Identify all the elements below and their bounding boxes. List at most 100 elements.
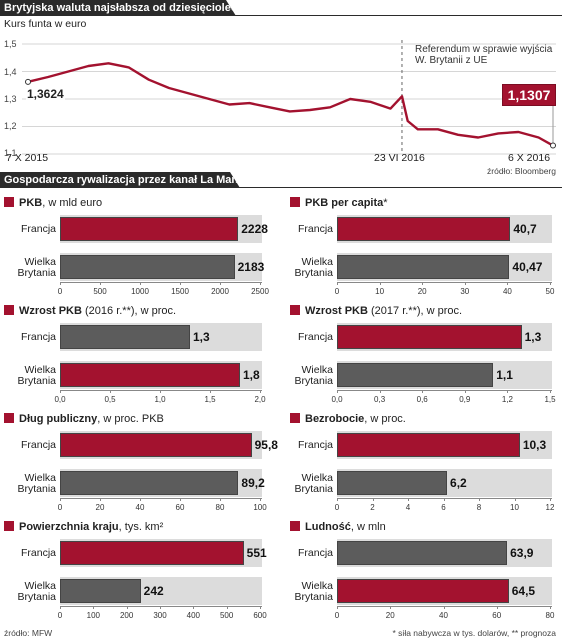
x-tick-label: 0 <box>334 503 340 512</box>
x-tick-mark <box>379 390 381 393</box>
series-point <box>208 98 211 100</box>
panel-marker-icon <box>290 413 300 423</box>
start-value-label: 1,3624 <box>26 87 65 101</box>
x-tick-mark <box>100 282 101 285</box>
source-bloomberg: źródło: Bloomberg <box>487 166 556 176</box>
x-tick-label: 0,3 <box>374 395 386 404</box>
exchange-rate-line-chart <box>22 40 556 155</box>
y-tick-label: 1,4 <box>4 67 17 77</box>
bar <box>337 325 522 349</box>
category-label: Francja <box>20 223 56 235</box>
x-tick-mark <box>140 282 141 285</box>
x-axis <box>337 282 552 283</box>
end-value-label: 1,1307 <box>502 84 556 106</box>
x-tick-label: 1000 <box>131 287 149 296</box>
panel-title: Bezrobocie, w proc. <box>290 413 406 425</box>
x-tick-mark <box>337 498 338 501</box>
series-point <box>268 106 271 109</box>
x-tick-mark <box>93 606 95 609</box>
panel-title: PKB, w mld euro <box>4 197 102 209</box>
x-tick-mark <box>422 390 424 393</box>
series-point <box>369 100 372 103</box>
panel-marker-icon <box>4 413 14 423</box>
x-tick-mark <box>160 390 161 393</box>
x-tick-label: 0,9 <box>459 395 471 404</box>
panel-title: Wzrost PKB (2016 r.**), w proc. <box>4 305 176 317</box>
series-point <box>349 98 351 100</box>
x-label-start: 7 X 2015 <box>6 152 49 164</box>
category-label: Francja <box>297 439 333 451</box>
category-label: Wielka Brytania <box>17 580 56 603</box>
x-tick-mark <box>60 390 61 393</box>
x-tick-mark <box>337 282 338 285</box>
x-tick-label: 40 <box>439 611 448 620</box>
x-tick-label: 20 <box>385 611 395 620</box>
series-point <box>537 136 540 139</box>
x-tick-label: 80 <box>215 503 225 512</box>
data-label: 10,3 <box>522 438 547 452</box>
series-point <box>406 120 409 122</box>
x-tick-mark <box>550 390 551 393</box>
x-tick-mark <box>260 498 261 501</box>
bar <box>60 471 239 495</box>
data-label: 1,3 <box>524 330 542 344</box>
data-label: 2228 <box>241 222 268 236</box>
x-tick-label: 400 <box>186 611 201 620</box>
x-tick-label: 4 <box>405 503 411 512</box>
x-tick-mark <box>496 606 498 609</box>
panel-title: Wzrost PKB (2017 r.**), w proc. <box>290 305 462 317</box>
x-tick-label: 0 <box>334 287 340 296</box>
x-tick-label: 80 <box>545 611 555 620</box>
x-tick-label: 0 <box>57 503 63 512</box>
x-tick-label: 100 <box>253 503 267 512</box>
x-label-referendum: 23 VI 2016 <box>374 152 425 164</box>
bar <box>337 363 494 387</box>
bar-panel-3: Wzrost PKB (2016 r.**), w proc. Francja 1,… <box>4 305 274 415</box>
series-point <box>477 136 480 139</box>
bar-panel-7: Powierzchnia kraju, tys. km² Francja 551 Wi… <box>4 521 274 631</box>
x-tick-label: 6 <box>441 503 446 512</box>
series-point <box>168 87 170 89</box>
y-tick-label: 1,1 <box>4 148 17 158</box>
x-tick-mark <box>60 498 61 501</box>
x-tick-mark <box>260 282 261 285</box>
x-tick-mark <box>507 390 509 393</box>
data-label: 40,7 <box>513 222 537 236</box>
bar-panel-8: Ludność, w mln Francja 63,9 Wielka Brytania 6… <box>290 521 560 631</box>
x-tick-mark <box>507 282 509 285</box>
x-tick-mark <box>550 498 551 501</box>
bar <box>337 255 510 279</box>
category-label: Wielka Brytania <box>294 256 333 279</box>
y-tick-label: 1,2 <box>4 121 17 131</box>
panel-title-unit: , w proc. <box>364 413 406 425</box>
x-axis <box>337 498 552 499</box>
bar <box>60 363 240 387</box>
x-tick-mark <box>180 282 181 285</box>
x-tick-label: 0,6 <box>416 395 428 404</box>
x-axis <box>60 498 262 499</box>
panel-marker-icon <box>290 305 300 315</box>
panel-marker-icon <box>290 521 300 531</box>
series-point <box>416 128 419 131</box>
bar-panel-1: PKB, w mld euro Francja 2228 Wielka Brytania… <box>4 197 274 307</box>
panel-title-unit: * <box>383 197 388 209</box>
series-point <box>437 128 439 131</box>
bar <box>60 217 239 241</box>
data-label: 40,47 <box>512 260 543 274</box>
x-tick-mark <box>379 282 381 285</box>
panel-title-text: PKB per capita <box>305 197 384 209</box>
category-label: Francja <box>297 547 333 559</box>
x-tick-mark <box>260 606 261 609</box>
x-tick-label: 1500 <box>171 287 189 296</box>
data-label: 6,2 <box>450 476 467 490</box>
series-point <box>401 95 403 98</box>
x-tick-label: 200 <box>119 611 134 620</box>
panel-title-unit: , w mln <box>350 521 386 533</box>
x-tick-label: 20 <box>417 287 427 296</box>
x-tick-label: 2 <box>370 503 375 512</box>
x-tick-label: 500 <box>219 611 234 620</box>
x-tick-label: 10 <box>375 287 385 296</box>
panel-title: Ludność, w mln <box>290 521 386 533</box>
data-label: 95,8 <box>254 438 278 452</box>
x-tick-mark <box>443 498 445 501</box>
